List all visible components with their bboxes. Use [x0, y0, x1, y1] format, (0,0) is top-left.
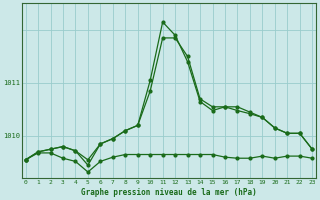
X-axis label: Graphe pression niveau de la mer (hPa): Graphe pression niveau de la mer (hPa): [81, 188, 257, 197]
